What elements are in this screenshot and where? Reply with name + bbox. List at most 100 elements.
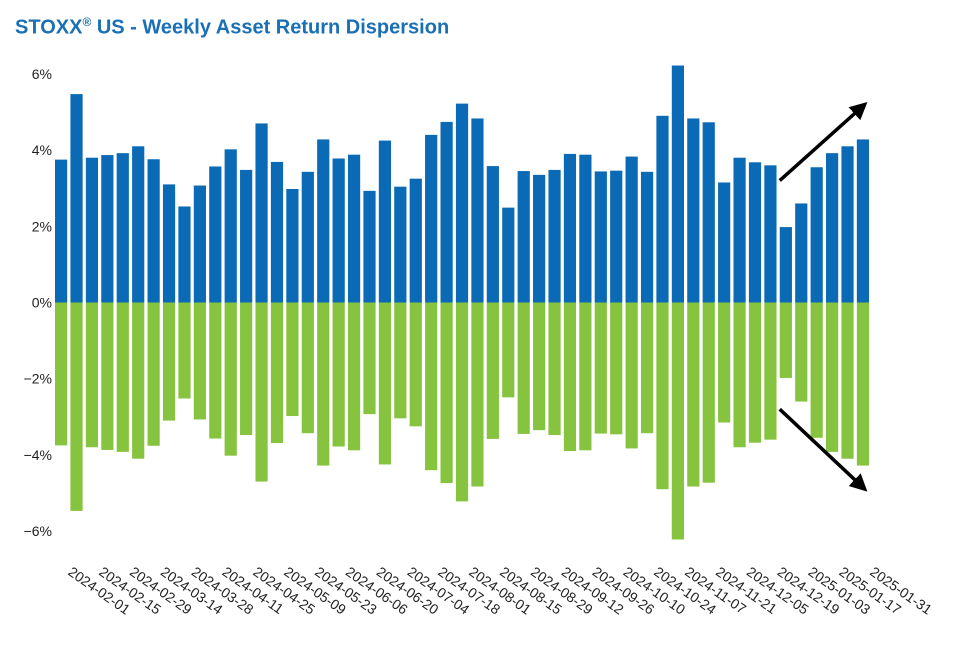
bar-positive <box>548 169 561 303</box>
y-tick-label: −4% <box>24 447 52 463</box>
bar-negative <box>224 302 237 456</box>
bar-positive <box>378 140 392 303</box>
bar-negative <box>394 302 407 419</box>
bar-positive <box>471 118 484 303</box>
bar-negative <box>409 302 422 427</box>
bar-negative <box>748 302 762 443</box>
trend-arrow-up-right <box>778 102 868 182</box>
bar-positive <box>224 149 237 303</box>
bar-negative <box>101 302 114 450</box>
bar-positive <box>147 159 160 303</box>
bar-negative <box>317 302 330 466</box>
bar-negative <box>702 302 715 483</box>
bar-negative <box>55 302 68 446</box>
bar-positive <box>856 139 870 303</box>
bar-positive <box>440 121 453 303</box>
bar-negative <box>764 302 777 440</box>
bar-negative <box>270 302 284 444</box>
bar-positive <box>841 146 854 303</box>
bar-positive <box>286 188 299 303</box>
bar-positive <box>55 159 68 303</box>
bar-negative <box>193 302 206 420</box>
bar-negative <box>810 302 823 438</box>
bar-negative <box>209 302 222 439</box>
bar-positive <box>702 122 715 303</box>
bar-negative <box>548 302 561 436</box>
bar-positive <box>671 65 684 303</box>
bar-positive <box>178 206 191 303</box>
bar-positive <box>132 146 145 303</box>
y-axis: 6% 4% 2% 0% −2% −4% −6% <box>24 66 52 539</box>
bar-positive <box>486 166 499 303</box>
bar-negative <box>563 302 577 452</box>
bar-positive <box>610 170 623 303</box>
bar-negative <box>378 302 392 465</box>
bar-negative <box>332 302 345 447</box>
y-tick-label: 0% <box>32 295 52 311</box>
y-tick-label: −2% <box>24 371 52 387</box>
bar-positive <box>425 134 438 303</box>
bar-positive <box>240 169 253 303</box>
bar-negative <box>301 302 314 434</box>
bar-positive <box>764 165 777 303</box>
bar-positive <box>748 162 762 303</box>
bar-positive <box>70 94 83 303</box>
bar-negative <box>841 302 854 459</box>
bar-negative <box>656 302 669 490</box>
bar-negative <box>795 302 808 402</box>
bar-positive <box>317 139 330 303</box>
bar-positive <box>363 190 376 303</box>
bar-negative <box>517 302 530 434</box>
bar-positive <box>625 156 638 303</box>
bar-negative <box>733 302 746 448</box>
bar-positive <box>733 157 746 303</box>
title-prefix: STOXX <box>15 16 83 39</box>
bar-positive <box>594 171 607 303</box>
bar-negative <box>718 302 731 423</box>
positive-series <box>55 65 870 303</box>
bar-positive <box>810 167 823 303</box>
bar-positive <box>116 153 129 303</box>
bar-negative <box>255 302 268 482</box>
bar-positive <box>687 118 700 303</box>
bar-negative <box>625 302 638 449</box>
bar-positive <box>640 171 654 303</box>
bar-negative <box>687 302 700 487</box>
title-suffix: US - Weekly Asset Return Dispersion <box>91 16 450 39</box>
bar-negative <box>533 302 546 431</box>
bar-negative <box>85 302 99 448</box>
bar-negative <box>579 302 592 451</box>
bar-positive <box>826 153 839 303</box>
bar-negative <box>347 302 361 451</box>
y-tick-label: 4% <box>32 142 52 158</box>
bar-positive <box>332 158 345 303</box>
bar-positive <box>579 154 592 303</box>
bar-negative <box>610 302 623 435</box>
bar-positive <box>394 186 407 303</box>
bar-positive <box>255 123 268 303</box>
bar-positive <box>517 171 530 303</box>
bar-positive <box>409 178 422 303</box>
bar-negative <box>70 302 83 511</box>
bar-positive <box>779 227 792 303</box>
bar-negative <box>826 302 839 452</box>
bar-positive <box>270 161 284 303</box>
bar-positive <box>101 155 114 303</box>
bar-negative <box>162 302 176 421</box>
bar-negative <box>455 302 469 502</box>
bar-positive <box>502 207 515 303</box>
bar-negative <box>502 302 515 398</box>
y-tick-label: 2% <box>32 218 52 234</box>
y-tick-label: −6% <box>24 523 52 539</box>
y-tick-label: 6% <box>32 66 52 82</box>
bar-negative <box>425 302 438 471</box>
bar-negative <box>178 302 191 399</box>
bar-negative <box>132 302 145 459</box>
bar-positive <box>455 103 469 303</box>
negative-series <box>55 302 870 540</box>
bar-negative <box>671 302 684 540</box>
bar-positive <box>533 174 546 303</box>
bar-negative <box>440 302 453 484</box>
